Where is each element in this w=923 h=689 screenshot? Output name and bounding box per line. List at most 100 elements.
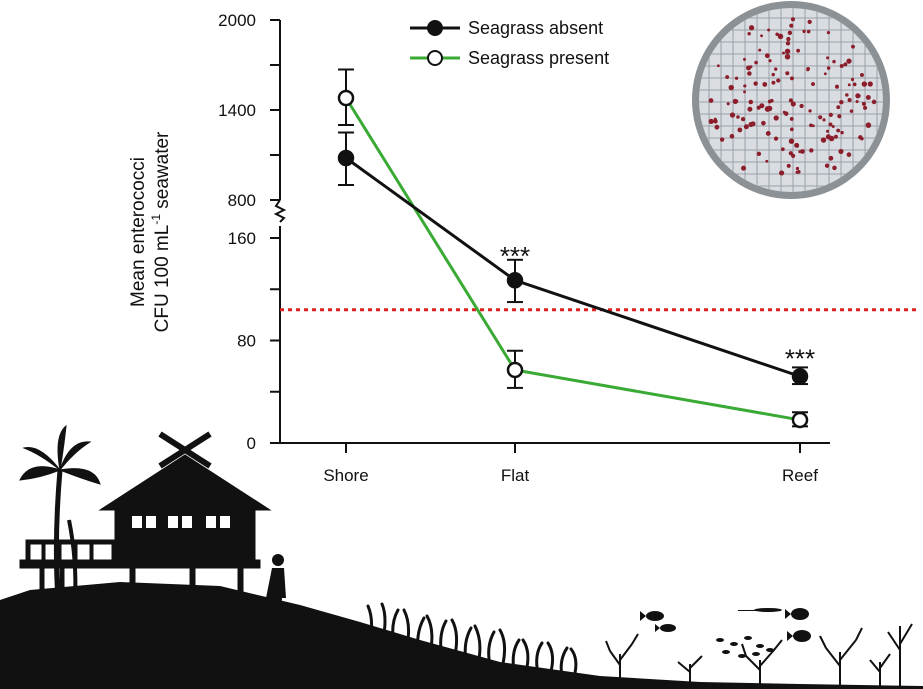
series-seagrass-absent [337, 131, 809, 386]
colony [860, 137, 864, 141]
ground-silhouette [0, 582, 923, 689]
colony [777, 33, 784, 40]
significance-stars-reef: *** [785, 343, 815, 373]
x-tick-label-reef: Reef [782, 466, 818, 485]
legend-marker-seagrass-present [427, 50, 443, 66]
colony [765, 131, 771, 136]
seagrass-silhouette [366, 602, 578, 679]
colony [826, 30, 831, 35]
colony [839, 64, 844, 69]
x-tick-label-shore: Shore [323, 466, 368, 485]
colony [861, 101, 866, 106]
colony [785, 41, 791, 46]
colony [796, 170, 801, 174]
colony [871, 99, 877, 105]
y-axis-title-line1: Mean enterococci [128, 157, 149, 307]
series-layer [337, 68, 809, 429]
colony [747, 71, 752, 76]
colony [764, 53, 770, 59]
colony [762, 82, 768, 87]
colony [833, 134, 838, 139]
colony [768, 59, 772, 63]
colony [849, 109, 854, 113]
y-tick-label-80: 80 [237, 332, 256, 351]
palm-tree-silhouette [19, 424, 101, 601]
colony [776, 78, 781, 83]
point-seagrass-absent-reef [791, 368, 809, 385]
colony [828, 112, 833, 117]
colony [826, 66, 831, 70]
legend-marker-seagrass-absent [427, 20, 443, 36]
colony [852, 82, 857, 87]
colony [796, 48, 801, 53]
colony [807, 19, 812, 25]
colony [708, 118, 714, 124]
series-seagrass-present [337, 68, 809, 429]
colony [782, 110, 786, 114]
colony [822, 118, 826, 122]
y-tick-label-2000: 2000 [218, 11, 256, 30]
colony [729, 133, 735, 139]
colony [826, 56, 830, 60]
colony [838, 148, 844, 154]
colony [734, 76, 739, 80]
colony [834, 84, 840, 89]
colony [713, 117, 717, 121]
landscape-illustration [0, 424, 923, 689]
colony [761, 120, 766, 126]
significance-annotations: *** *** [500, 241, 815, 374]
colony [802, 29, 806, 33]
colony [806, 67, 811, 71]
colony [740, 165, 747, 171]
x-axis-ticks: Shore Flat Reef [323, 443, 818, 485]
colony [824, 163, 830, 168]
legend-label-seagrass-present: Seagrass present [468, 48, 609, 68]
colony [758, 48, 762, 52]
colony [839, 99, 844, 105]
colony [847, 83, 851, 87]
y-tick-label-0: 0 [247, 434, 256, 453]
colony [740, 116, 746, 122]
series-line-seagrass-absent [345, 156, 801, 378]
colony [786, 36, 791, 42]
colony [749, 65, 753, 69]
colony [719, 137, 725, 142]
colony [851, 44, 855, 49]
colony [716, 64, 720, 68]
colony [773, 136, 779, 141]
colony [756, 105, 761, 110]
colony [837, 114, 842, 119]
legend-label-seagrass-absent: Seagrass absent [468, 18, 603, 38]
colony [708, 98, 714, 103]
colony [788, 98, 793, 103]
colony [785, 71, 790, 76]
point-seagrass-present-reef [791, 411, 809, 429]
y-axis-title: Mean enterococci CFU 100 mL-1 seawater [128, 131, 173, 332]
y-axis-title-suffix: seawater [152, 131, 173, 214]
colony [773, 115, 779, 121]
colony [765, 159, 769, 163]
legend-item-seagrass-absent: Seagrass absent [410, 18, 603, 38]
colony [831, 125, 835, 129]
colony [818, 115, 823, 120]
colony [767, 99, 772, 104]
colony [863, 105, 868, 110]
colony [865, 95, 871, 100]
colony [728, 84, 734, 91]
colony [800, 149, 805, 154]
colony [784, 54, 791, 60]
colony [756, 151, 762, 157]
colony [823, 72, 827, 76]
axes [273, 20, 830, 444]
colony [782, 51, 785, 55]
point-seagrass-present-shore [337, 89, 355, 107]
colony [743, 124, 749, 130]
colony [832, 59, 836, 64]
colony [748, 99, 754, 105]
significance-stars-flat: *** [500, 241, 530, 271]
point-seagrass-absent-shore [337, 149, 355, 167]
point-seagrass-present-flat [506, 361, 524, 379]
colony [790, 76, 794, 81]
colony [788, 151, 793, 156]
